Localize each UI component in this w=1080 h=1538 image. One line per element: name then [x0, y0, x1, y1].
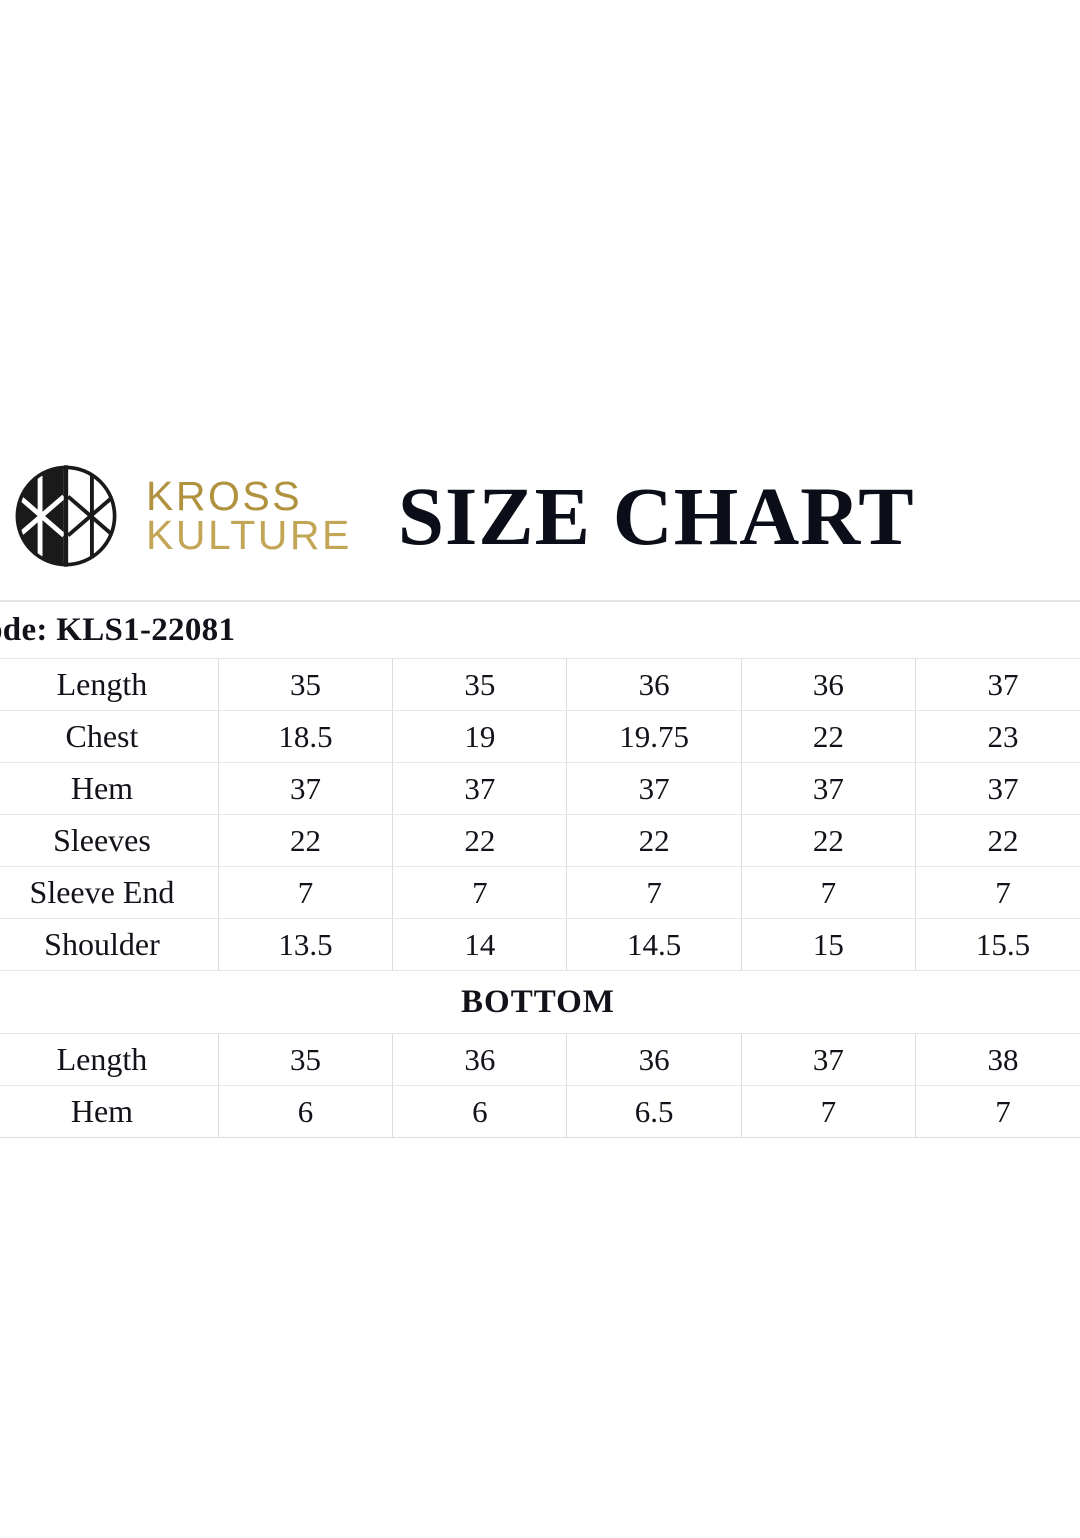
row-value: 37	[566, 762, 742, 815]
table-row: Sleeve End 7 7 7 7 7	[0, 866, 1080, 919]
row-label: Hem	[0, 1085, 219, 1138]
row-value: 35	[218, 1033, 394, 1086]
chart-header: KROSS KULTURE SIZE CHART	[0, 432, 1080, 600]
row-value: 37	[741, 762, 917, 815]
row-value: 7	[741, 1085, 917, 1138]
row-value: 38	[915, 1033, 1080, 1086]
row-value: 7	[915, 1085, 1080, 1138]
size-table-body: ode: KLS1-22081 Length 35 35 36 36 37 Ch…	[0, 602, 1080, 1138]
table-row: Hem 6 6 6.5 7 7	[0, 1085, 1080, 1138]
row-value: 7	[741, 866, 917, 919]
table-row: Sleeves 22 22 22 22 22	[0, 814, 1080, 867]
row-value: 36	[566, 658, 742, 711]
row-value: 22	[741, 710, 917, 763]
kross-kulture-circle-emblem-icon	[15, 465, 117, 567]
row-value: 37	[915, 658, 1080, 711]
row-value: 7	[915, 866, 1080, 919]
top-whitespace	[0, 0, 1080, 432]
row-label: Length	[0, 1033, 219, 1086]
row-label: Sleeves	[0, 814, 219, 867]
row-value: 7	[566, 866, 742, 919]
section-header-label: BOTTOM	[0, 970, 1080, 1034]
brand-wordmark: KROSS KULTURE	[146, 472, 352, 558]
size-table: ode: KLS1-22081 Length 35 35 36 36 37 Ch…	[0, 602, 1080, 1138]
row-value: 22	[741, 814, 917, 867]
table-row: Chest 18.5 19 19.75 22 23	[0, 710, 1080, 763]
row-label: Shoulder	[0, 918, 219, 971]
section-header-bottom: BOTTOM	[0, 970, 1080, 1034]
row-value: 6.5	[566, 1085, 742, 1138]
row-value: 22	[218, 814, 394, 867]
row-value: 22	[915, 814, 1080, 867]
row-value: 22	[566, 814, 742, 867]
product-code-row: ode: KLS1-22081	[0, 602, 1080, 659]
row-label: Hem	[0, 762, 219, 815]
row-value: 23	[915, 710, 1080, 763]
row-value: 35	[218, 658, 394, 711]
product-code-cell: ode: KLS1-22081	[0, 602, 1080, 659]
table-row: Shoulder 13.5 14 14.5 15 15.5	[0, 918, 1080, 971]
row-value: 6	[392, 1085, 568, 1138]
table-row: Length 35 35 36 36 37	[0, 658, 1080, 711]
row-value: 37	[218, 762, 394, 815]
table-row: Hem 37 37 37 37 37	[0, 762, 1080, 815]
row-value: 18.5	[218, 710, 394, 763]
table-row: Length 35 36 36 37 38	[0, 1033, 1080, 1086]
row-value: 36	[741, 658, 917, 711]
row-value: 37	[741, 1033, 917, 1086]
brand-line-1: KROSS	[146, 472, 303, 519]
row-value: 37	[915, 762, 1080, 815]
row-label: Length	[0, 658, 219, 711]
row-value: 7	[218, 866, 394, 919]
row-value: 13.5	[218, 918, 394, 971]
size-table-container: ode: KLS1-22081 Length 35 35 36 36 37 Ch…	[0, 600, 1080, 1138]
row-value: 35	[392, 658, 568, 711]
size-chart-page: KROSS KULTURE SIZE CHART ode: KLS1-22081…	[0, 0, 1080, 1138]
row-value: 19.75	[566, 710, 742, 763]
bottom-whitespace	[0, 1138, 1080, 1538]
row-label: Chest	[0, 710, 219, 763]
row-value: 15.5	[915, 918, 1080, 971]
row-value: 15	[741, 918, 917, 971]
row-value: 6	[218, 1085, 394, 1138]
row-value: 37	[392, 762, 568, 815]
row-value: 36	[566, 1033, 742, 1086]
row-value: 19	[392, 710, 568, 763]
row-value: 36	[392, 1033, 568, 1086]
row-value: 14.5	[566, 918, 742, 971]
row-value: 7	[392, 866, 568, 919]
brand-line-2: KULTURE	[146, 512, 352, 558]
brand-logo: KROSS KULTURE	[12, 462, 352, 570]
row-value: 22	[392, 814, 568, 867]
page-title: SIZE CHART	[397, 469, 915, 562]
row-value: 14	[392, 918, 568, 971]
row-label: Sleeve End	[0, 866, 219, 919]
